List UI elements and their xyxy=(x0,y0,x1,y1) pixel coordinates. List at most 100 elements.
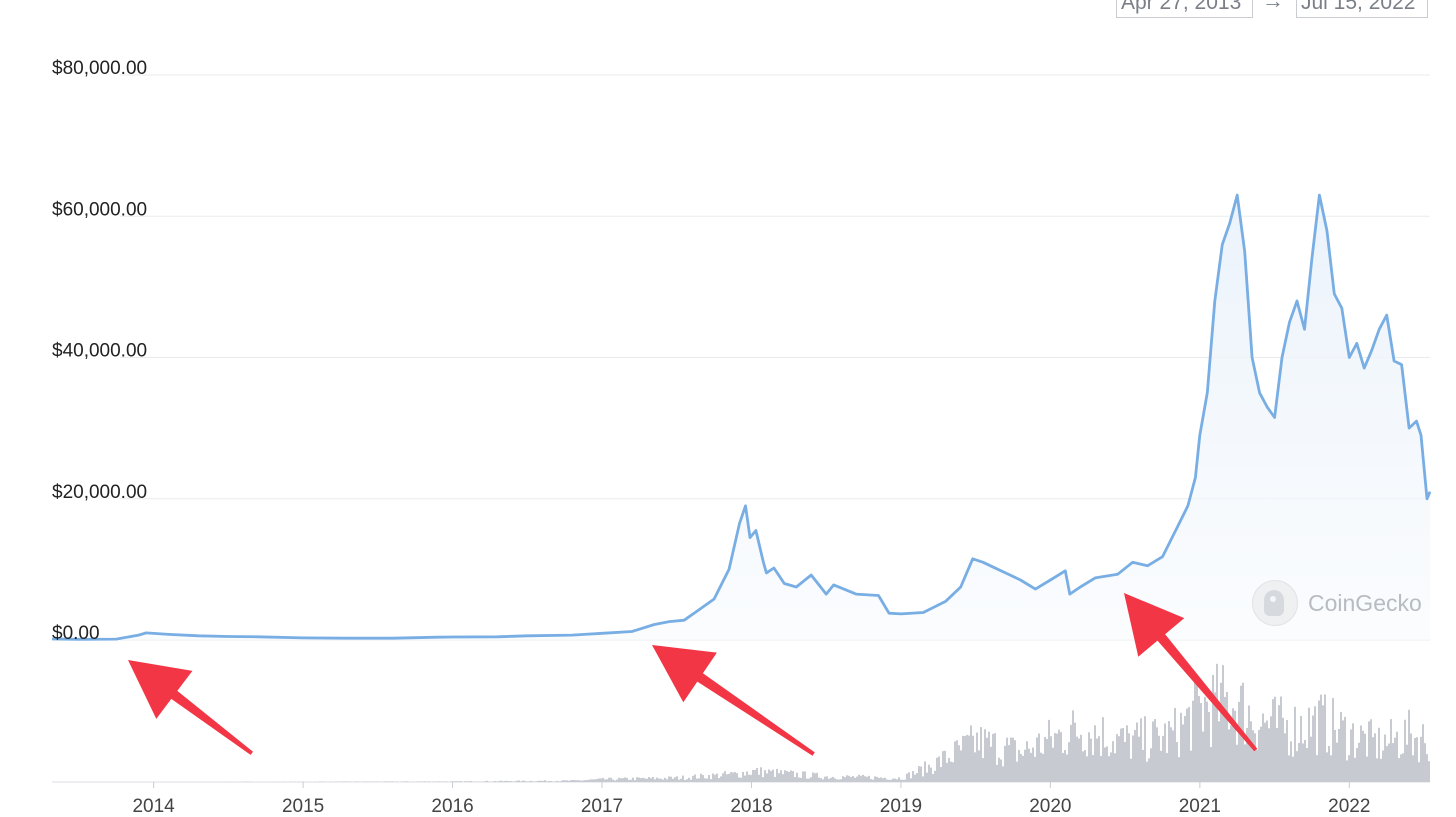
volume-bar xyxy=(672,778,674,782)
volume-bar xyxy=(1052,747,1054,782)
volume-bar xyxy=(1406,744,1408,782)
volume-bar xyxy=(790,770,792,782)
volume-bar xyxy=(562,780,564,782)
volume-bar xyxy=(1420,736,1422,782)
volume-bar xyxy=(714,774,716,782)
volume-bar xyxy=(966,734,968,782)
volume-bar xyxy=(1270,716,1272,782)
volume-bar xyxy=(938,756,940,782)
volume-bar xyxy=(574,780,576,782)
volume-bar xyxy=(1016,761,1018,782)
volume-bar xyxy=(908,772,910,782)
volume-bar xyxy=(640,778,642,782)
volume-bar xyxy=(1268,728,1270,782)
volume-bar xyxy=(606,779,608,782)
volume-bar xyxy=(750,774,752,782)
volume-bar xyxy=(1256,749,1258,782)
volume-bar xyxy=(846,775,848,782)
volume-bar xyxy=(1218,721,1220,782)
volume-bar xyxy=(534,781,536,782)
volume-bar xyxy=(1382,750,1384,782)
volume-bar xyxy=(552,781,554,782)
volume-bar xyxy=(1044,737,1046,782)
volume-bar xyxy=(1338,728,1340,782)
volume-layer xyxy=(228,663,1430,782)
volume-bar xyxy=(1172,730,1174,782)
volume-bar xyxy=(646,778,648,782)
volume-bar xyxy=(594,779,596,782)
volume-bar xyxy=(862,774,864,782)
volume-bar xyxy=(558,781,560,782)
volume-bar xyxy=(1074,722,1076,782)
volume-bar xyxy=(1068,742,1070,782)
y-tick-label: $0.00 xyxy=(52,623,100,644)
volume-bar xyxy=(1042,753,1044,782)
volume-bar xyxy=(902,779,904,782)
volume-bar xyxy=(920,766,922,782)
volume-bar xyxy=(826,776,828,782)
volume-bar xyxy=(1340,712,1342,782)
volume-bar xyxy=(926,772,928,782)
x-tick-label: 2018 xyxy=(730,796,772,817)
volume-bar xyxy=(452,781,454,782)
date-from-input[interactable]: Apr 27, 2013 xyxy=(1116,0,1253,18)
volume-bar xyxy=(710,779,712,782)
volume-bar xyxy=(634,780,636,782)
volume-bar xyxy=(524,780,526,782)
volume-bar xyxy=(1082,751,1084,782)
volume-bar xyxy=(1324,694,1326,782)
volume-bar xyxy=(736,773,738,782)
volume-bar xyxy=(554,781,556,782)
x-tick-label: 2022 xyxy=(1328,796,1370,817)
volume-bar xyxy=(794,777,796,782)
volume-bar xyxy=(1344,716,1346,782)
volume-bar xyxy=(824,776,826,782)
volume-bar xyxy=(644,778,646,782)
volume-bar xyxy=(608,777,610,782)
volume-bar xyxy=(1126,725,1128,782)
volume-bar xyxy=(1144,716,1146,782)
volume-bar xyxy=(882,778,884,782)
volume-bar xyxy=(1286,720,1288,782)
volume-bar xyxy=(1280,696,1282,782)
volume-bar xyxy=(946,762,948,782)
volume-bar xyxy=(744,775,746,782)
volume-bar xyxy=(934,770,936,782)
volume-bar xyxy=(720,776,722,782)
volume-bar xyxy=(772,769,774,782)
volume-bar xyxy=(776,768,778,782)
volume-bar xyxy=(456,781,458,782)
volume-bar xyxy=(532,781,534,782)
volume-bar xyxy=(1392,743,1394,782)
volume-bar xyxy=(1356,748,1358,782)
price-area xyxy=(52,195,1430,640)
volume-bar xyxy=(484,781,486,782)
volume-bar xyxy=(848,775,850,782)
volume-bar xyxy=(458,781,460,782)
volume-bar xyxy=(894,778,896,782)
volume-bar xyxy=(1130,758,1132,782)
volume-bar xyxy=(1320,694,1322,782)
volume-bar xyxy=(972,735,974,782)
volume-bar xyxy=(950,761,952,782)
volume-bar xyxy=(1032,747,1034,782)
volume-bar xyxy=(1022,755,1024,782)
volume-bar xyxy=(742,771,744,782)
volume-bar xyxy=(680,778,682,782)
volume-bar xyxy=(1326,752,1328,782)
area-layer xyxy=(52,195,1430,640)
volume-bar xyxy=(564,780,566,782)
volume-bar xyxy=(866,776,868,782)
volume-bar xyxy=(784,770,786,782)
volume-bar xyxy=(748,774,750,782)
volume-bar xyxy=(428,781,430,782)
volume-bar xyxy=(1214,692,1216,782)
volume-bar xyxy=(942,751,944,782)
volume-bar xyxy=(1418,762,1420,782)
volume-bar xyxy=(620,778,622,782)
volume-bar xyxy=(1228,729,1230,782)
volume-bar xyxy=(1178,757,1180,782)
volume-bar xyxy=(1318,700,1320,782)
volume-bar xyxy=(580,780,582,782)
date-to-input[interactable]: Jul 15, 2022 xyxy=(1296,0,1428,18)
